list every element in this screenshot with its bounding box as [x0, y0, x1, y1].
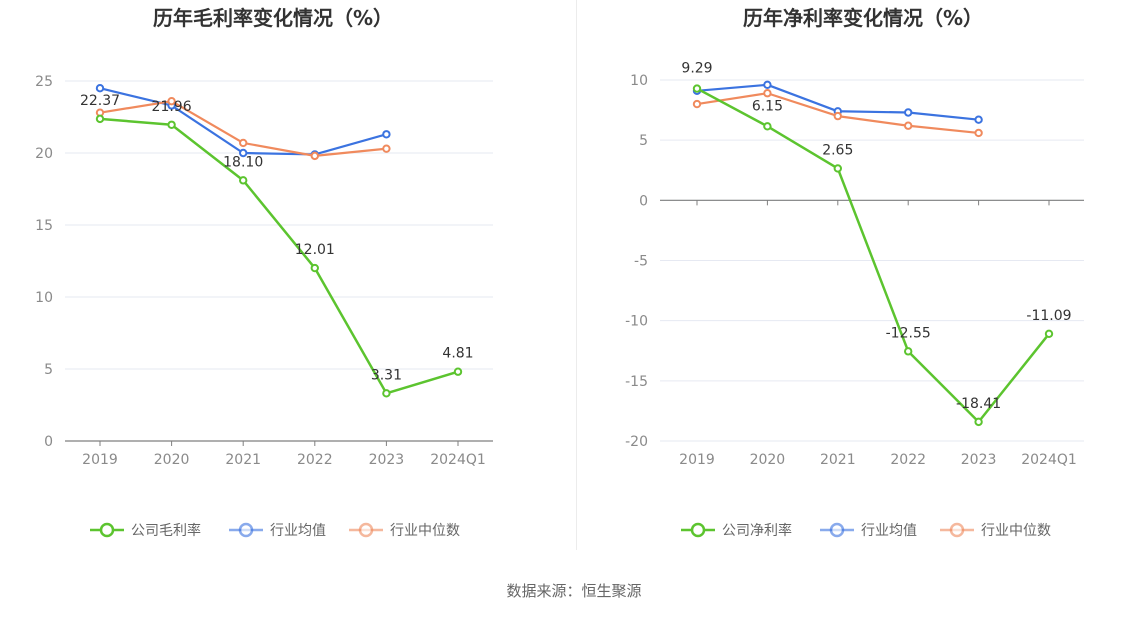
data-point	[904, 108, 913, 117]
data-label: -18.41	[956, 396, 1001, 412]
data-point	[310, 263, 319, 273]
legend-item[interactable]: 行业中位数	[349, 522, 460, 539]
y-tick-label: 20	[35, 146, 53, 162]
x-tick-label: 2022	[890, 452, 926, 468]
x-tick-label: 2023	[369, 452, 405, 468]
data-point	[763, 122, 772, 131]
legend-label: 行业均值	[861, 523, 917, 539]
y-tick-label: 5	[44, 362, 53, 378]
data-point	[95, 114, 105, 124]
y-tick-label: -5	[634, 254, 648, 270]
y-tick-label: 0	[639, 193, 648, 209]
y-tick-label: 5	[639, 133, 648, 149]
legend-swatch-marker	[949, 522, 965, 538]
y-tick-label: -10	[625, 314, 648, 330]
data-label: 4.81	[442, 346, 473, 362]
data-label: -12.55	[886, 325, 931, 341]
legend-label: 行业中位数	[390, 523, 460, 539]
data-label: 21.96	[152, 99, 192, 115]
data-point	[692, 84, 702, 93]
legend-label: 行业均值	[270, 523, 326, 539]
y-tick-label: 10	[630, 73, 648, 89]
data-point	[974, 417, 983, 427]
data-point	[904, 121, 913, 130]
legend-swatch-marker	[358, 522, 374, 538]
chart-title: 历年毛利率变化情况（%）	[153, 6, 393, 30]
legend-swatch-marker	[99, 522, 115, 538]
x-tick-label: 2024Q1	[430, 452, 486, 468]
series-line	[696, 87, 1050, 424]
data-point	[904, 347, 913, 356]
data-point	[763, 89, 772, 98]
y-tick-label: 25	[35, 74, 53, 90]
legend-label: 行业中位数	[981, 523, 1051, 539]
x-tick-label: 2021	[225, 452, 261, 468]
chart-title: 历年净利率变化情况（%）	[743, 6, 983, 30]
y-tick-label: -15	[625, 374, 648, 390]
data-point	[763, 80, 772, 90]
y-tick-label: 0	[44, 434, 53, 450]
legend-item[interactable]: 公司毛利率	[90, 522, 201, 539]
data-point	[833, 164, 842, 173]
data-point	[167, 96, 176, 106]
legend-swatch-marker	[690, 522, 706, 538]
data-point	[1044, 329, 1054, 338]
data-label: 6.15	[752, 98, 783, 114]
x-tick-label: 2020	[750, 452, 786, 468]
data-point	[382, 130, 391, 139]
data-point	[692, 99, 702, 109]
x-tick-label: 2024Q1	[1021, 452, 1077, 468]
data-point	[239, 138, 248, 148]
data-point	[453, 367, 463, 376]
data-point	[833, 111, 842, 121]
data-point	[974, 115, 983, 124]
data-point	[239, 176, 248, 185]
series-line	[99, 100, 387, 157]
data-label: 18.10	[223, 154, 263, 170]
x-tick-label: 2020	[154, 452, 190, 468]
x-tick-label: 2022	[297, 452, 333, 468]
data-label: 22.37	[80, 93, 120, 109]
y-tick-label: -20	[625, 434, 648, 450]
gross-margin-chart: 历年毛利率变化情况（%） 25 20 15 10 5 0 2019 2020 2021 2022 2…	[35, 6, 493, 539]
y-tick-label: 10	[35, 290, 53, 306]
x-tick-label: 2019	[679, 452, 715, 468]
legend-label: 公司净利率	[722, 522, 792, 539]
data-label: -11.09	[1026, 308, 1071, 324]
series-line	[99, 117, 459, 395]
data-point	[974, 128, 983, 138]
data-label: 3.31	[371, 367, 402, 383]
legend-swatch-marker	[829, 522, 845, 538]
data-label: 9.29	[681, 61, 712, 77]
data-point	[382, 389, 391, 398]
x-tick-label: 2023	[961, 452, 997, 468]
x-tick-label: 2021	[820, 452, 856, 468]
data-point	[239, 148, 248, 158]
data-point	[167, 120, 176, 129]
data-label: 2.65	[822, 142, 853, 158]
legend-item[interactable]: 公司净利率	[681, 522, 792, 539]
net-margin-chart: 历年净利率变化情况（%） 10 5 0 -5 -10 -15 -20 2019 2020 2021…	[625, 6, 1084, 539]
data-point	[310, 151, 319, 161]
legend-label: 公司毛利率	[131, 522, 201, 539]
legend-item[interactable]: 行业中位数	[940, 522, 1051, 539]
data-point	[95, 84, 105, 93]
legend-item[interactable]: 行业均值	[229, 522, 326, 539]
data-label: 12.01	[295, 242, 335, 258]
legend-swatch-marker	[238, 522, 254, 538]
x-tick-label: 2019	[82, 452, 118, 468]
y-tick-label: 15	[35, 218, 53, 234]
legend-item[interactable]: 行业均值	[820, 522, 917, 539]
data-source-note: 数据来源：恒生聚源	[506, 582, 642, 600]
chart-divider	[576, 0, 577, 550]
data-point	[382, 144, 391, 153]
